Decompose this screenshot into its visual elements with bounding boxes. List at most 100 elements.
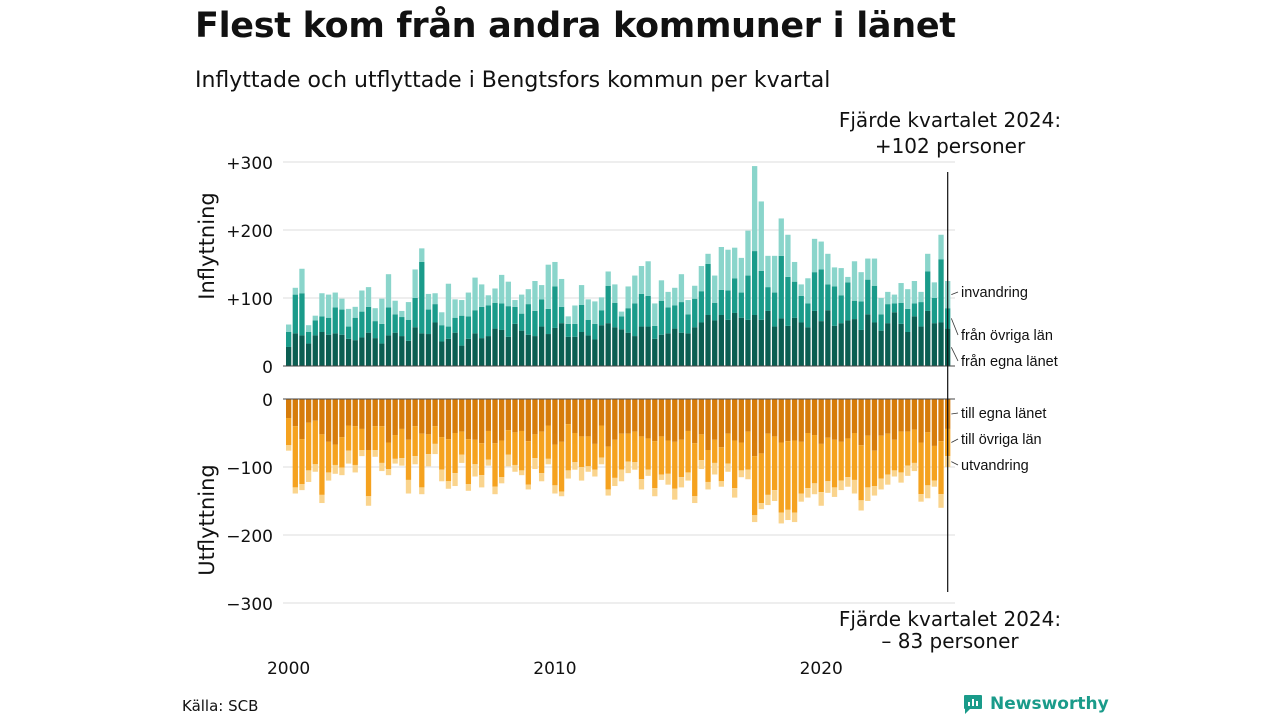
bar-out-segment	[758, 453, 764, 504]
bar-in-segment	[372, 308, 378, 322]
bar-in-segment	[831, 286, 838, 326]
bar-out-segment	[572, 399, 578, 433]
bar-in-segment	[578, 332, 585, 366]
bar-in-segment	[845, 320, 851, 366]
bar-in-segment	[312, 320, 318, 336]
bar-out-segment	[825, 481, 831, 493]
bar-out-segment	[305, 399, 312, 423]
bar-in-segment	[685, 333, 691, 366]
bar-out-segment	[372, 426, 378, 450]
bar-out-segment	[838, 399, 844, 442]
bar-out-segment	[625, 399, 631, 434]
bar-out-segment	[312, 420, 318, 465]
bar-in-segment	[678, 332, 685, 366]
bar-out-segment	[825, 437, 831, 482]
bar-in-segment	[732, 312, 738, 366]
bar-in-segment	[838, 268, 844, 296]
bar-in-segment	[525, 334, 531, 366]
bar-out-segment	[299, 484, 305, 491]
bar-in-segment	[445, 283, 452, 327]
bar-out-segment	[432, 426, 438, 444]
bar-out-segment	[512, 399, 518, 433]
bar-out-segment	[379, 399, 385, 427]
bar-out-segment	[519, 399, 525, 431]
bar-out-segment	[818, 399, 824, 444]
bar-out-segment	[638, 399, 645, 437]
bar-out-segment	[479, 443, 485, 476]
bar-out-segment	[871, 486, 878, 496]
bar-in-segment	[718, 247, 724, 290]
bar-in-segment	[898, 302, 904, 324]
bar-out-segment	[372, 399, 378, 427]
bar-in-segment	[432, 322, 438, 366]
bar-in-segment	[891, 312, 898, 366]
bar-out-segment	[452, 433, 458, 474]
bar-out-segment	[572, 433, 578, 463]
bar-in-segment	[745, 275, 751, 320]
bar-out-segment	[459, 431, 465, 455]
series-label-in: invandring	[961, 285, 1028, 301]
bar-in-segment	[485, 295, 492, 306]
bar-in-segment	[332, 292, 338, 308]
bar-out-segment	[339, 399, 345, 438]
bar-out-segment	[925, 399, 931, 433]
bar-out-segment	[745, 431, 751, 470]
bar-out-segment	[678, 399, 685, 440]
bar-in-segment	[725, 290, 731, 320]
bar-out-segment	[392, 435, 398, 459]
bar-out-segment	[725, 463, 731, 472]
bar-out-segment	[592, 443, 598, 470]
bar-in-segment	[558, 278, 565, 307]
bar-out-segment	[538, 431, 545, 474]
bar-out-segment	[705, 481, 711, 490]
bar-out-segment	[412, 399, 418, 427]
bar-out-segment	[312, 464, 318, 472]
bar-out-segment	[532, 458, 538, 470]
bar-in-segment	[845, 282, 851, 321]
bar-out-segment	[778, 512, 784, 524]
bar-out-segment	[925, 432, 931, 486]
bar-out-segment	[392, 458, 398, 464]
bar-in-segment	[652, 325, 658, 339]
y-tick-label: +100	[226, 290, 273, 310]
x-tick-label: 2020	[800, 659, 843, 679]
bar-out-segment	[505, 430, 511, 455]
bar-out-segment	[905, 465, 911, 476]
bar-in-segment	[352, 306, 358, 318]
bar-in-segment	[698, 266, 705, 292]
bar-out-segment	[791, 399, 798, 441]
bar-in-segment	[665, 291, 671, 308]
bar-in-segment	[911, 303, 918, 317]
bar-out-segment	[878, 435, 884, 479]
bar-in-segment	[479, 284, 485, 307]
bar-in-segment	[465, 338, 472, 366]
bar-in-segment	[592, 301, 598, 324]
bar-out-segment	[858, 445, 864, 501]
bar-in-segment	[519, 313, 525, 331]
bar-in-segment	[512, 323, 518, 366]
bar-out-segment	[672, 488, 678, 500]
bar-in-segment	[778, 255, 784, 319]
bar-out-segment	[751, 399, 758, 457]
bar-out-segment	[558, 491, 565, 497]
bar-in-segment	[645, 295, 651, 327]
bar-out-segment	[552, 399, 558, 445]
bar-in-segment	[305, 332, 312, 344]
bar-in-segment	[618, 329, 625, 366]
bar-in-segment	[911, 316, 918, 366]
bar-out-segment	[612, 399, 618, 440]
bar-in-segment	[805, 327, 811, 366]
bar-out-segment	[578, 467, 585, 481]
bar-out-segment	[525, 484, 531, 490]
bar-in-segment	[918, 291, 924, 303]
bar-out-segment	[572, 462, 578, 470]
bar-in-segment	[372, 321, 378, 339]
bar-in-segment	[479, 338, 485, 366]
bar-out-segment	[472, 439, 478, 465]
bar-in-segment	[712, 302, 718, 321]
bar-out-segment	[785, 509, 791, 521]
bar-in-segment	[811, 310, 818, 366]
bar-out-segment	[532, 399, 538, 435]
bar-in-segment	[419, 261, 425, 334]
bar-in-segment	[286, 346, 292, 366]
